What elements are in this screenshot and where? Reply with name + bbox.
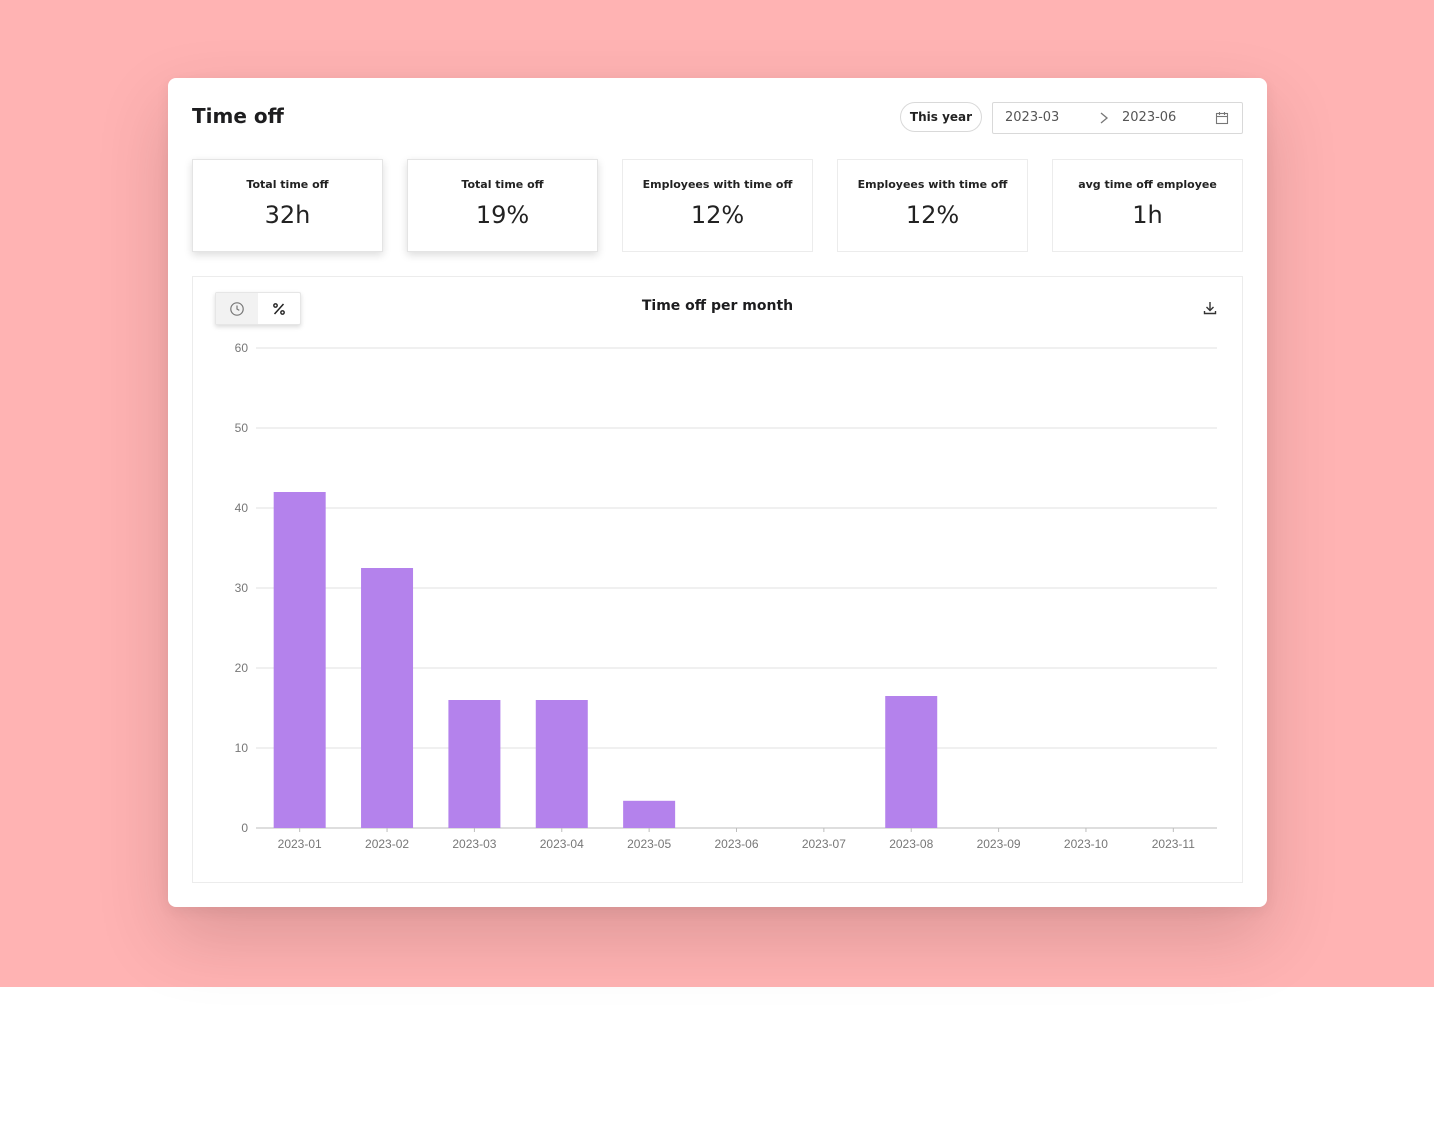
kpi-avg-time-off-employee[interactable]: avg time off employee 1h [1052, 159, 1243, 252]
x-tick-label: 2023-11 [1152, 837, 1195, 851]
x-tick-label: 2023-01 [278, 837, 322, 851]
kpi-value: 12% [690, 201, 745, 229]
x-tick-label: 2023-10 [1064, 837, 1108, 851]
y-tick-label: 0 [241, 821, 248, 835]
date-range-start[interactable]: 2023-03 [1005, 110, 1060, 125]
kpi-label: avg time off employee [1078, 178, 1217, 191]
kpi-label: Employees with time off [857, 178, 1008, 191]
y-tick-label: 60 [235, 341, 249, 355]
chart-title: Time off per month [641, 298, 794, 314]
x-tick-label: 2023-06 [714, 837, 758, 851]
x-tick-label: 2023-03 [452, 837, 496, 851]
kpi-label: Employees with time off [642, 178, 793, 191]
x-tick-label: 2023-02 [365, 837, 409, 851]
this-year-chip[interactable]: This year [900, 102, 982, 132]
unit-toggle[interactable] [215, 292, 301, 325]
arrow-right-icon [1100, 112, 1109, 124]
kpi-value: 32h [264, 201, 311, 229]
kpi-label: Total time off [246, 178, 329, 191]
x-tick-label: 2023-04 [540, 837, 584, 851]
y-tick-label: 50 [235, 421, 249, 435]
y-tick-label: 10 [235, 741, 249, 755]
kpi-employees-with-time-off[interactable]: Employees with time off 12% [622, 159, 813, 252]
kpi-total-time-off-percent[interactable]: Total time off 19% [407, 159, 598, 252]
clock-icon [230, 301, 244, 316]
kpi-value: 19% [475, 201, 530, 229]
download-icon[interactable] [1202, 300, 1218, 316]
bar-chart: 0 10 20 30 40 50 60 2023-01 2023-02 2023-03 2023-0… [235, 341, 1217, 851]
chart-card: 0 10 20 30 40 50 60 2023-01 2023-02 2023-03 2023-0… [192, 276, 1243, 883]
x-tick-label: 2023-07 [802, 837, 846, 851]
bar [448, 700, 501, 828]
kpi-value: 12% [905, 201, 960, 229]
date-range-picker[interactable]: 2023-03 2023-06 [992, 102, 1243, 134]
bar [535, 700, 588, 828]
kpi-value: 1h [1132, 201, 1163, 229]
x-tick-label: 2023-08 [889, 837, 933, 851]
kpi-total-time-off-hours[interactable]: Total time off 32h [192, 159, 383, 252]
page-title: Time off [192, 104, 284, 128]
bar [361, 568, 414, 828]
x-tick-label: 2023-05 [627, 837, 671, 851]
y-tick-label: 30 [235, 581, 249, 595]
date-range-end[interactable]: 2023-06 [1122, 110, 1177, 125]
time-off-panel: Time off This year 2023-03 2023-06 Total… [168, 78, 1267, 907]
y-tick-label: 20 [235, 661, 249, 675]
bar [885, 696, 938, 828]
kpi-label: Total time off [461, 178, 544, 191]
calendar-icon[interactable] [1215, 111, 1229, 125]
kpi-employees-with-time-off-2[interactable]: Employees with time off 12% [837, 159, 1028, 252]
percent-icon [273, 302, 285, 315]
x-tick-label: 2023-09 [977, 837, 1021, 851]
percent-toggle-button[interactable] [258, 293, 300, 324]
bar [273, 492, 326, 828]
y-tick-label: 40 [235, 501, 249, 515]
bar [623, 800, 676, 828]
hours-toggle-button[interactable] [216, 293, 258, 324]
